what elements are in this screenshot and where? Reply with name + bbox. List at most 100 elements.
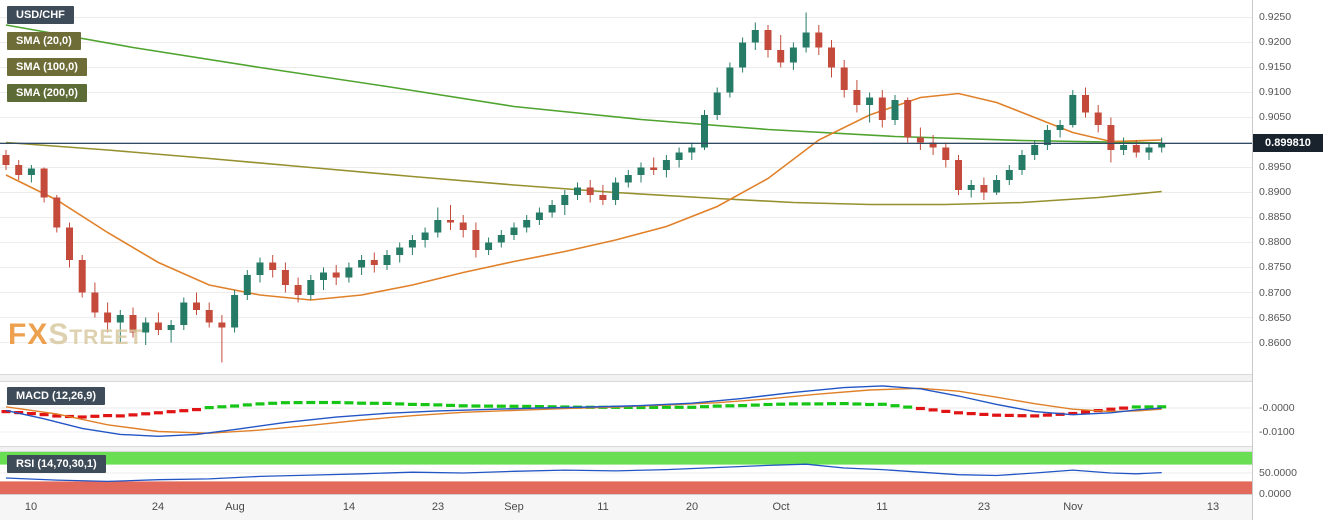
macd-histogram-bar [522, 404, 532, 408]
candles-layer [2, 12, 1166, 363]
macd-badge[interactable]: MACD (12,26,9) [7, 387, 106, 405]
candle-body [650, 167, 658, 170]
macd-histogram-bar [661, 405, 671, 409]
macd-histogram-bar [814, 402, 824, 406]
candle-body [1120, 145, 1128, 150]
candle-body [726, 67, 734, 93]
price-axis[interactable]: 0.899810 0.9250 0.9200 0.9150 0.9100 0.9050 0… [1252, 0, 1323, 520]
candle-body [637, 167, 645, 175]
candle-body [142, 322, 150, 333]
macd-histogram-bar [649, 405, 659, 409]
rsi-panel: RSI (14,70,30,1) [0, 452, 1252, 494]
macd-histogram-bar [1131, 405, 1141, 409]
candle-body [269, 262, 277, 270]
candle-body [777, 50, 785, 63]
macd-histogram-bar [26, 412, 36, 416]
axis-label: 0.9200 [1259, 36, 1292, 48]
candle-body [78, 260, 86, 293]
rsi-badge[interactable]: RSI (14,70,30,1) [7, 455, 106, 473]
candle-body [218, 322, 226, 328]
axis-label: 0.8600 [1259, 337, 1292, 349]
chart-legend: USD/CHF SMA (20,0) SMA (100,0) SMA (200,… [7, 6, 87, 102]
candle-body [66, 227, 73, 260]
candle-body [497, 235, 505, 243]
macd-histogram-bar [382, 401, 392, 405]
macd-histogram-bar [230, 404, 240, 408]
rsi-chart-canvas[interactable] [0, 452, 1252, 494]
sma200-badge[interactable]: SMA (200,0) [7, 84, 87, 102]
candle-body [1082, 95, 1089, 113]
macd-histogram-bar [839, 402, 849, 406]
macd-histogram-bar [534, 405, 544, 409]
macd-histogram-bar [877, 402, 887, 406]
candle-body [154, 322, 162, 330]
rsi-line [5, 463, 1162, 483]
macd-histogram-bar [204, 406, 214, 410]
current-price-badge: 0.899810 [1253, 134, 1323, 152]
candle-body [599, 195, 607, 200]
candle-body [904, 100, 912, 138]
macd-histogram-bar [827, 402, 836, 406]
sma100-badge[interactable]: SMA (100,0) [7, 58, 87, 76]
x-tick-label: Aug [225, 501, 245, 513]
candle-body [1132, 145, 1140, 153]
axis-label: 0.8700 [1259, 287, 1292, 299]
price-chart-canvas[interactable] [0, 0, 1252, 374]
x-tick-label: Sep [504, 501, 524, 513]
macd-histogram-bar [928, 408, 938, 412]
candle-body [662, 160, 670, 170]
candle-body [447, 220, 454, 223]
candle-body [40, 168, 48, 198]
panel-resize-handle-macd[interactable]: ≡ [0, 374, 1252, 391]
candle-body [929, 142, 937, 148]
macd-histogram-bar [1106, 407, 1116, 411]
candle-body [281, 270, 289, 285]
candle-body [345, 267, 353, 278]
macd-histogram-bar [268, 401, 278, 405]
macd-histogram-bar [750, 403, 760, 407]
macd-chart-canvas[interactable] [0, 382, 1252, 446]
macd-histogram-bar [763, 402, 773, 407]
macd-histogram-bar [319, 400, 328, 405]
sma100-line [5, 141, 1162, 206]
candle-body [612, 182, 620, 200]
macd-histogram-bar [801, 402, 811, 406]
macd-histogram-bar [255, 402, 265, 406]
macd-histogram-bar [166, 410, 176, 414]
time-axis[interactable]: 10 24 Aug 14 23 Sep 11 20 Oct 11 23 Nov 13 [0, 494, 1252, 520]
macd-line [5, 385, 1162, 438]
candle-body [1158, 143, 1166, 148]
macd-histogram-bar [369, 401, 379, 405]
candle-body [1107, 125, 1115, 150]
macd-histogram-bar [547, 405, 557, 409]
candle-body [1094, 112, 1102, 125]
x-tick-label: 20 [685, 501, 699, 513]
sma20-badge[interactable]: SMA (20,0) [7, 32, 81, 50]
candle-body [955, 160, 962, 190]
candle-body [523, 220, 531, 228]
x-tick-label: 23 [431, 501, 445, 513]
symbol-badge[interactable]: USD/CHF [7, 6, 74, 24]
candle-body [624, 175, 632, 183]
macd-histogram-bar [280, 401, 290, 405]
candle-body [1056, 125, 1064, 130]
macd-histogram-bar [1042, 413, 1052, 417]
macd-histogram-bar [700, 405, 709, 409]
macd-panel: MACD (12,26,9) [0, 382, 1252, 446]
candle-body [815, 32, 823, 48]
candle-body [53, 197, 61, 228]
macd-histogram-bar [90, 414, 100, 418]
macd-histogram-bar [217, 405, 227, 409]
macd-histogram-bar [141, 412, 151, 416]
macd-histogram-bar [407, 402, 417, 406]
candle-body [878, 97, 886, 120]
axis-label: 50.0000 [1259, 467, 1297, 479]
candle-body [180, 302, 188, 325]
macd-histogram-bar [242, 403, 252, 407]
macd-histogram-bar [52, 414, 62, 418]
candle-body [713, 92, 721, 115]
candle-body [104, 312, 112, 323]
macd-histogram-bar [636, 405, 646, 410]
candle-body [129, 315, 137, 333]
